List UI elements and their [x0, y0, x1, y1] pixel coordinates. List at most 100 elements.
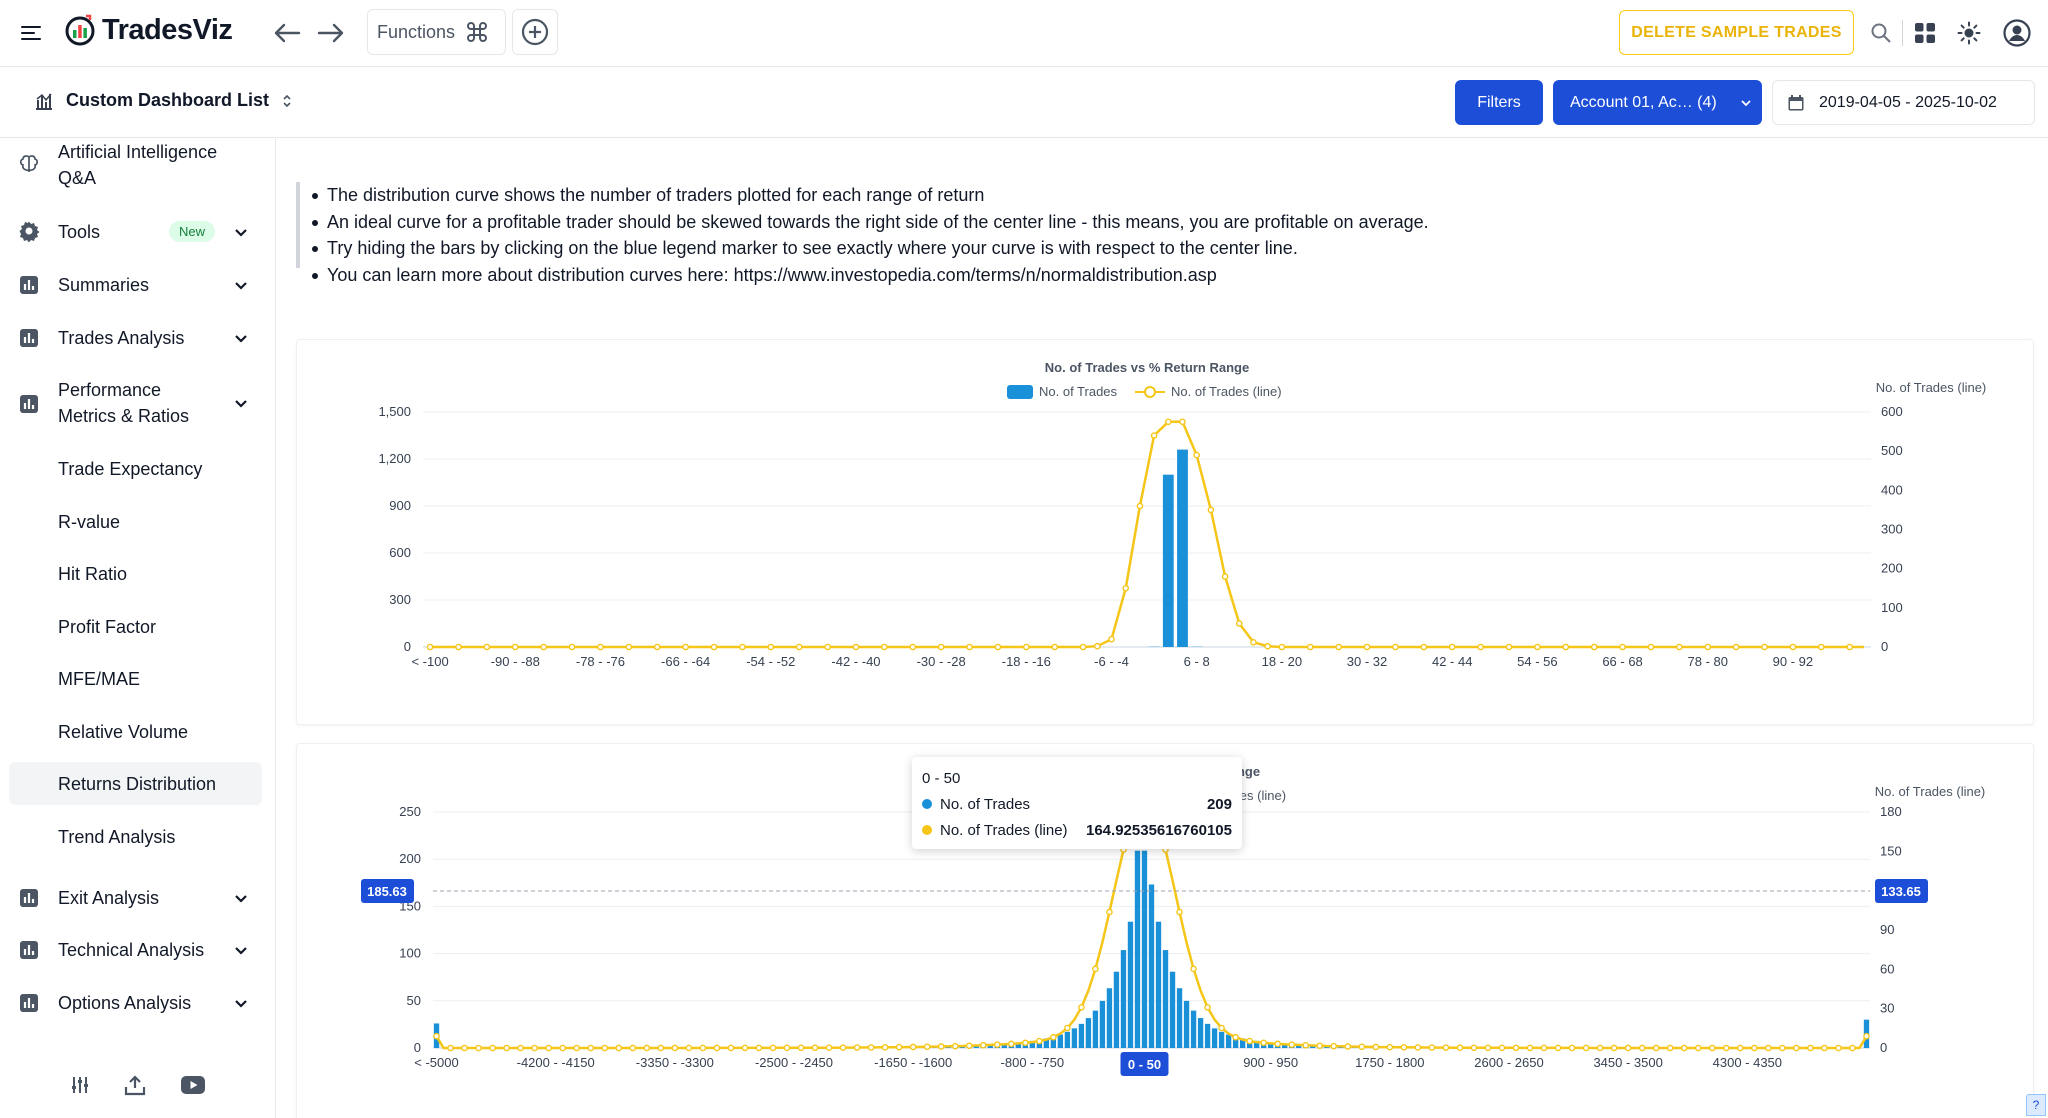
y-left-tick-label: 0 [404, 639, 411, 654]
line-point [1274, 1040, 1281, 1048]
app-logo[interactable]: TradesViz [64, 13, 233, 47]
line-point [1789, 643, 1797, 651]
note-item: Try hiding the bars by clicking on the b… [308, 235, 1816, 262]
y-left-tick-label: 900 [389, 498, 411, 513]
line-point [923, 1043, 931, 1051]
line-point [653, 643, 661, 651]
line-point [597, 643, 604, 651]
app-name: TradesViz [102, 13, 233, 46]
sidebar-item-trades-analysis[interactable]: Trades Analysis [0, 325, 275, 351]
y-right-tick-label: 90 [1880, 922, 1894, 937]
line-point [741, 1044, 749, 1052]
account-selector[interactable]: Account 01, Ac… (4) [1553, 80, 1762, 125]
line-point [699, 1044, 707, 1052]
sidebar-item-profit-factor[interactable]: Profit Factor [0, 614, 275, 640]
line-point [881, 1044, 889, 1051]
sidebar-item-label: Artificial Intelligence Q&A [58, 142, 218, 188]
y-right-tick-label: 60 [1880, 961, 1894, 976]
histogram-bar [1239, 1038, 1246, 1048]
line-point [1765, 1044, 1772, 1052]
x-tick-label: -18 - -16 [1002, 654, 1051, 669]
x-tick-label: -42 - -40 [831, 654, 880, 669]
tooltip-title: 0 - 50 [922, 769, 961, 787]
histogram-bar [1177, 449, 1188, 647]
histogram-bar [1092, 1010, 1099, 1048]
line-point [503, 1044, 510, 1052]
theme-sun-icon[interactable] [1956, 20, 1982, 46]
apps-grid-icon[interactable] [1913, 21, 1937, 45]
x-tick-label: 1750 - 1800 [1355, 1055, 1424, 1070]
chevron-down-icon [235, 947, 247, 955]
line-point [951, 1042, 959, 1050]
x-tick-label: -54 - -52 [746, 654, 795, 669]
line-point [1534, 643, 1541, 651]
line-point [1470, 1044, 1478, 1052]
user-avatar-icon[interactable] [2002, 18, 2032, 48]
histogram-bar [1232, 1036, 1239, 1048]
sidebar-item-technical-analysis[interactable]: Technical Analysis [0, 937, 275, 963]
histogram-bar [1134, 850, 1141, 1048]
sidebar-item-ai-qa[interactable]: Artificial Intelligence Q&A [0, 139, 275, 191]
line-point [1092, 965, 1099, 973]
chart-icon [18, 393, 40, 415]
youtube-icon[interactable] [180, 1073, 206, 1097]
line-point [1008, 1040, 1015, 1048]
sidebar-item-r-value[interactable]: R-value [0, 509, 275, 535]
line-point [540, 643, 547, 651]
line-point [657, 1044, 665, 1052]
line-point [1414, 1044, 1422, 1051]
chart-title: No. of Trades vs % Return Range [1045, 360, 1249, 375]
sliders-icon[interactable] [68, 1073, 92, 1097]
dashboard-selector[interactable]: Custom Dashboard List [34, 90, 293, 111]
line-point [1150, 432, 1158, 439]
functions-button[interactable]: Functions [367, 9, 506, 55]
crosshair-left-label-bg [361, 879, 414, 903]
sidebar-item-mfe-mae[interactable]: MFE/MAE [0, 666, 275, 692]
forward-arrow-icon[interactable] [316, 20, 346, 46]
chevron-down-icon [235, 895, 247, 903]
tooltip-row: No. of Trades 209 [922, 791, 1232, 817]
sidebar-item-relative-volume[interactable]: Relative Volume [0, 719, 275, 745]
return-percent-chart[interactable]: No. of Trades vs % Return Range No. of Tr… [297, 340, 2035, 726]
line-point [1624, 1044, 1632, 1052]
y-right-tick-label: 0 [1881, 639, 1888, 654]
histogram-bar [1057, 1034, 1064, 1048]
line-point [710, 643, 718, 651]
add-button[interactable] [512, 9, 558, 55]
line-point [1386, 1043, 1394, 1051]
chevron-down-icon [235, 229, 247, 237]
filters-button[interactable]: Filters [1455, 80, 1543, 125]
histogram-bar [1296, 1044, 1302, 1048]
back-arrow-icon[interactable] [272, 20, 302, 46]
sidebar-item-hit-ratio[interactable]: Hit Ratio [0, 561, 275, 587]
line-point [1448, 643, 1456, 651]
sidebar-item-tools[interactable]: Tools New [0, 219, 275, 245]
upload-icon[interactable] [123, 1073, 147, 1097]
line-point [1676, 643, 1683, 651]
line-point [965, 1042, 973, 1050]
sidebar-item-summaries[interactable]: Summaries [0, 272, 275, 298]
menu-icon[interactable] [20, 22, 42, 44]
delete-sample-trades-button[interactable]: DELETE SAMPLE TRADES [1619, 10, 1854, 55]
line-point [1582, 1044, 1590, 1052]
sidebar-item-trade-expectancy[interactable]: Trade Expectancy [0, 456, 275, 482]
sidebar-item-options-analysis[interactable]: Options Analysis [0, 990, 275, 1016]
histogram-bar [1169, 971, 1176, 1048]
x-tick-label: 90 - 92 [1773, 654, 1813, 669]
note-item: The distribution curve shows the number … [308, 182, 1816, 209]
line-point [713, 1044, 721, 1052]
search-icon[interactable] [1870, 22, 1892, 44]
line-point [824, 643, 831, 651]
line-point [966, 643, 973, 651]
sidebar-item-label: Exit Analysis [58, 888, 160, 908]
sidebar-item-performance-metrics[interactable]: Performance Metrics & Ratios [0, 377, 275, 429]
sidebar-item-returns-distribution[interactable]: Returns Distribution [0, 771, 275, 797]
histogram-bar [1120, 950, 1127, 1048]
line-point [426, 643, 434, 651]
sidebar-item-exit-analysis[interactable]: Exit Analysis [0, 885, 275, 911]
help-corner-icon[interactable]: ? [2026, 1094, 2046, 1116]
sidebar-item-trend-analysis[interactable]: Trend Analysis [0, 824, 275, 850]
chevron-down-icon [235, 1000, 247, 1008]
date-range-picker[interactable]: 2019-04-05 - 2025-10-02 [1772, 80, 2035, 125]
